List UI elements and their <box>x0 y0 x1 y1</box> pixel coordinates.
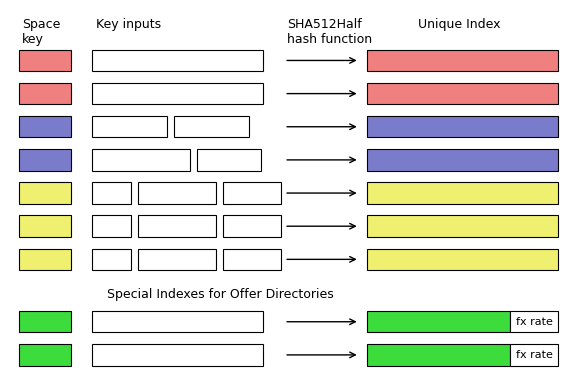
Bar <box>223 249 281 270</box>
Bar <box>19 344 71 366</box>
Bar <box>138 183 216 204</box>
Bar <box>92 50 263 71</box>
Bar <box>92 215 131 237</box>
Text: Key inputs: Key inputs <box>96 18 161 30</box>
Text: SHA512Half
hash function: SHA512Half hash function <box>287 18 372 46</box>
Bar <box>19 116 71 137</box>
Bar <box>367 311 510 332</box>
Bar <box>19 183 71 204</box>
Text: Space
key: Space key <box>22 18 60 46</box>
Bar <box>138 215 216 237</box>
Bar <box>367 249 558 270</box>
Bar <box>92 116 167 137</box>
Bar <box>367 215 558 237</box>
Bar <box>19 215 71 237</box>
Bar <box>510 344 558 366</box>
Bar <box>367 83 558 104</box>
Bar <box>367 116 558 137</box>
Bar <box>19 249 71 270</box>
Bar <box>19 311 71 332</box>
Bar <box>510 311 558 332</box>
Text: Unique Index: Unique Index <box>418 18 500 30</box>
Text: Special Indexes for Offer Directories: Special Indexes for Offer Directories <box>107 288 334 301</box>
Bar <box>92 344 263 366</box>
Bar <box>92 183 131 204</box>
Text: fx rate: fx rate <box>516 317 553 327</box>
Bar <box>223 183 281 204</box>
Bar <box>197 149 261 171</box>
Bar <box>223 215 281 237</box>
Bar <box>19 50 71 71</box>
Bar <box>92 83 263 104</box>
Bar <box>174 116 249 137</box>
Text: fx rate: fx rate <box>516 350 553 360</box>
Bar <box>92 249 131 270</box>
Bar <box>138 249 216 270</box>
Bar <box>92 149 190 171</box>
Bar <box>92 311 263 332</box>
Bar <box>19 83 71 104</box>
Bar <box>367 149 558 171</box>
Bar <box>367 183 558 204</box>
Bar <box>367 344 510 366</box>
Bar <box>19 149 71 171</box>
Bar <box>367 50 558 71</box>
